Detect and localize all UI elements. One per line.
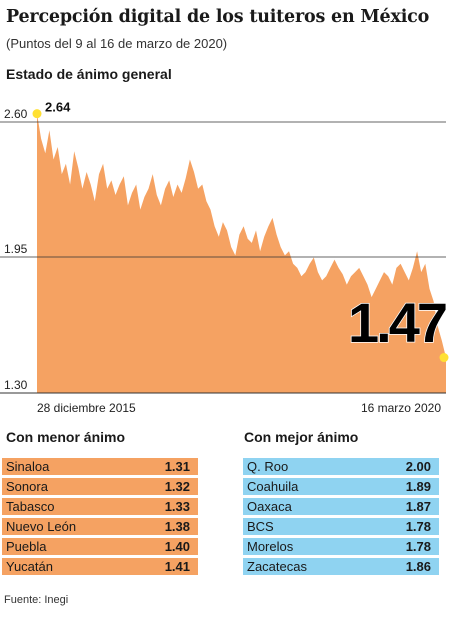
menor-table: Sinaloa 1.31 Sonora 1.32 Tabasco 1.33 Nuevo Le… [2,458,198,578]
x-start-label: 28 diciembre 2015 [37,401,136,415]
table-row: Q. Roo 2.00 [243,458,439,475]
max-point-marker [32,109,42,119]
mejor-state-name: BCS [247,519,274,534]
menor-state-name: Nuevo León [6,519,77,534]
mejor-state-name: Coahuila [247,479,299,494]
menor-state-value: 1.38 [164,519,190,534]
menor-state-name: Sinaloa [6,459,50,474]
x-end-label: 16 marzo 2020 [361,401,441,415]
menor-state-value: 1.33 [164,499,190,514]
menor-state-name: Yucatán [6,559,53,574]
max-value-label: 2.64 [45,100,71,115]
chart-title: Percepción digital de los tuiteros en Mé… [6,7,430,27]
mejor-state-value: 1.89 [405,479,431,494]
menor-state-value: 1.32 [164,479,190,494]
mejor-state-value: 1.78 [405,539,431,554]
mejor-section-title: Con mejor ánimo [244,429,359,445]
y-tick-label: 1.30 [4,378,28,392]
menor-section-title: Con menor ánimo [6,429,126,445]
menor-state-name: Puebla [6,539,47,554]
y-tick-label: 2.60 [4,107,28,121]
table-row: Sinaloa 1.31 [2,458,198,475]
table-row: Zacatecas 1.86 [243,558,439,575]
mejor-table: Q. Roo 2.00 Coahuila 1.89 Oaxaca 1.87 BCS 1.78 M… [243,458,439,578]
menor-state-name: Sonora [6,479,48,494]
mejor-state-value: 1.78 [405,519,431,534]
last-value-label: 1.47 [348,291,446,354]
series-area [37,113,446,393]
menor-state-name: Tabasco [6,499,55,514]
mejor-state-name: Zacatecas [247,559,307,574]
menor-state-value: 1.40 [164,539,190,554]
table-row: BCS 1.78 [243,518,439,535]
chart-subtitle: (Puntos del 9 al 16 de marzo de 2020) [6,36,228,51]
table-row: Puebla 1.40 [2,538,198,555]
source-note: Fuente: Inegi [4,594,69,606]
mejor-state-value: 2.00 [405,459,431,474]
mejor-state-name: Morelos [247,539,294,554]
mejor-state-name: Oaxaca [247,499,292,514]
menor-state-value: 1.41 [164,559,190,574]
y-tick-label: 1.95 [4,242,28,256]
table-row: Tabasco 1.33 [2,498,198,515]
table-row: Yucatán 1.41 [2,558,198,575]
menor-state-value: 1.31 [164,459,190,474]
chart-section-title: Estado de ánimo general [6,66,172,82]
last-point-marker [439,353,449,363]
table-row: Oaxaca 1.87 [243,498,439,515]
mejor-state-name: Q. Roo [247,459,289,474]
table-row: Nuevo León 1.38 [2,518,198,535]
mejor-state-value: 1.87 [405,499,431,514]
mejor-state-value: 1.86 [405,559,431,574]
table-row: Morelos 1.78 [243,538,439,555]
table-row: Sonora 1.32 [2,478,198,495]
mood-area-chart: 2.60 1.95 1.30 28 diciembre 2015 16 marzo 20… [0,100,450,415]
table-row: Coahuila 1.89 [243,478,439,495]
